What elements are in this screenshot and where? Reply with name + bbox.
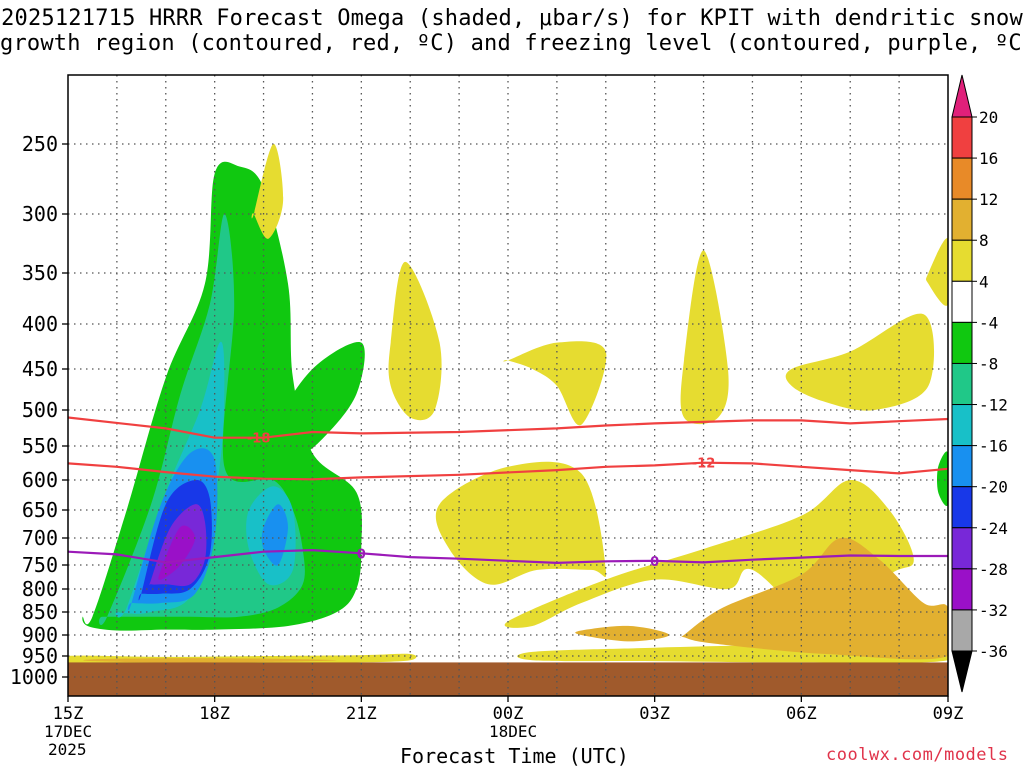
colorbar-label-6: -8 <box>979 354 998 373</box>
contour-line-1 <box>68 461 948 481</box>
contour-label-2-1: 0 <box>650 555 659 570</box>
y-tick-label-300: 300 <box>22 202 58 226</box>
colorbar-label-2: 12 <box>979 190 998 209</box>
y-tick-label-550: 550 <box>22 434 58 458</box>
omega-region-15 <box>680 250 729 425</box>
omega-shading-layer <box>68 143 948 665</box>
y-tick-label-500: 500 <box>22 398 58 422</box>
omega-region-17 <box>785 313 935 411</box>
x-axis-label: Forecast Time (UTC) <box>400 744 629 768</box>
y-tick-label-750: 750 <box>22 553 58 577</box>
x-tick-label-2: 21Z <box>346 704 377 724</box>
omega-region-13 <box>503 341 607 426</box>
x-date-mid: 18DEC <box>489 722 538 741</box>
colorbar-under-arrow <box>951 650 973 693</box>
contour-label-1-0: -12 <box>692 457 716 472</box>
colorbar-bin-6 <box>951 362 973 406</box>
colorbar-label-12: -32 <box>979 601 1008 620</box>
y-tick-label-950: 950 <box>22 644 58 668</box>
omega-region-10 <box>251 143 284 239</box>
omega-region-11 <box>388 261 442 421</box>
contour-label-2-0: 0 <box>357 547 366 562</box>
omega-region-22 <box>575 625 670 642</box>
y-tick-label-600: 600 <box>22 468 58 492</box>
colorbar-label-1: 16 <box>979 149 998 168</box>
colorbar-label-11: -28 <box>979 560 1008 579</box>
omega-region-20 <box>679 537 948 660</box>
colorbar-label-13: -36 <box>979 642 1008 661</box>
contour-layer: -18 -12 0 0 <box>68 416 948 570</box>
x-tick-label-4: 03Z <box>639 704 670 724</box>
y-tick-label-1000: 1000 <box>10 665 58 689</box>
x-tick-label-5: 06Z <box>786 704 817 724</box>
x-year: 2025 <box>48 740 87 759</box>
chart-title-line-2: growth region (contoured, red, ºC) and f… <box>0 31 1024 56</box>
colorbar-bin-2 <box>951 198 973 241</box>
colorbar-bin-11 <box>951 568 973 611</box>
colorbar-label-9: -20 <box>979 478 1008 497</box>
omega-region-1 <box>277 341 365 454</box>
colorbar-bin-7 <box>951 404 973 447</box>
colorbar-label-10: -24 <box>979 519 1008 538</box>
y-tick-label-850: 850 <box>22 600 58 624</box>
y-tick-label-650: 650 <box>22 498 58 522</box>
terrain-layer <box>68 662 948 696</box>
omega-region-14 <box>435 461 607 585</box>
contour-label-0-0: -18 <box>247 432 271 447</box>
colorbar-bin-10 <box>951 527 973 570</box>
y-axis: 2503003504004505005506006507007508008509… <box>10 132 68 689</box>
y-tick-label-250: 250 <box>22 132 58 156</box>
colorbar-bin-0 <box>951 116 973 159</box>
colorbar-bin-12 <box>951 609 973 652</box>
colorbar-bin-3 <box>951 239 973 282</box>
omega-region-23 <box>937 451 948 506</box>
colorbar-label-4: 4 <box>979 272 989 291</box>
colorbar-bin-9 <box>951 486 973 529</box>
colorbar-bin-4 <box>951 280 973 323</box>
y-tick-label-400: 400 <box>22 312 58 336</box>
y-tick-label-800: 800 <box>22 577 58 601</box>
omega-region-9 <box>158 525 196 580</box>
x-date-start: 17DEC <box>44 722 93 741</box>
omega-region-19 <box>926 238 948 306</box>
y-tick-label-450: 450 <box>22 357 58 381</box>
x-tick-label-0: 15Z <box>53 704 84 724</box>
gridlines <box>68 75 948 696</box>
y-tick-label-350: 350 <box>22 261 58 285</box>
y-tick-label-900: 900 <box>22 623 58 647</box>
credit-link[interactable]: coolwx.com/models <box>826 745 1009 765</box>
omega-region-21 <box>83 658 337 663</box>
y-tick-label-700: 700 <box>22 526 58 550</box>
colorbar-label-5: -4 <box>979 313 998 332</box>
colorbar-label-3: 8 <box>979 231 989 250</box>
colorbar-label-0: 20 <box>979 108 998 127</box>
colorbar: 20 16 12 8 4 -4 -8 -12 -16 -20 -24 -28 -32 -36 <box>951 74 1008 693</box>
x-axis: 15Z 18Z 21Z 00Z 03Z 06Z 09Z <box>53 696 964 724</box>
contour-line-0 <box>68 416 948 439</box>
terrain-fill <box>68 662 948 696</box>
colorbar-over-arrow <box>951 74 973 118</box>
chart-title-line-1: 2025121715 HRRR Forecast Omega (shaded, … <box>1 6 1023 31</box>
contour-line-2 <box>68 548 948 565</box>
colorbar-label-7: -12 <box>979 396 1008 415</box>
colorbar-bin-5 <box>951 321 973 364</box>
x-tick-label-3: 00Z <box>493 704 524 724</box>
colorbar-label-8: -16 <box>979 437 1008 456</box>
x-tick-label-6: 09Z <box>933 704 964 724</box>
colorbar-bin-1 <box>951 157 973 200</box>
x-tick-label-1: 18Z <box>199 704 230 724</box>
colorbar-bin-8 <box>951 445 973 488</box>
